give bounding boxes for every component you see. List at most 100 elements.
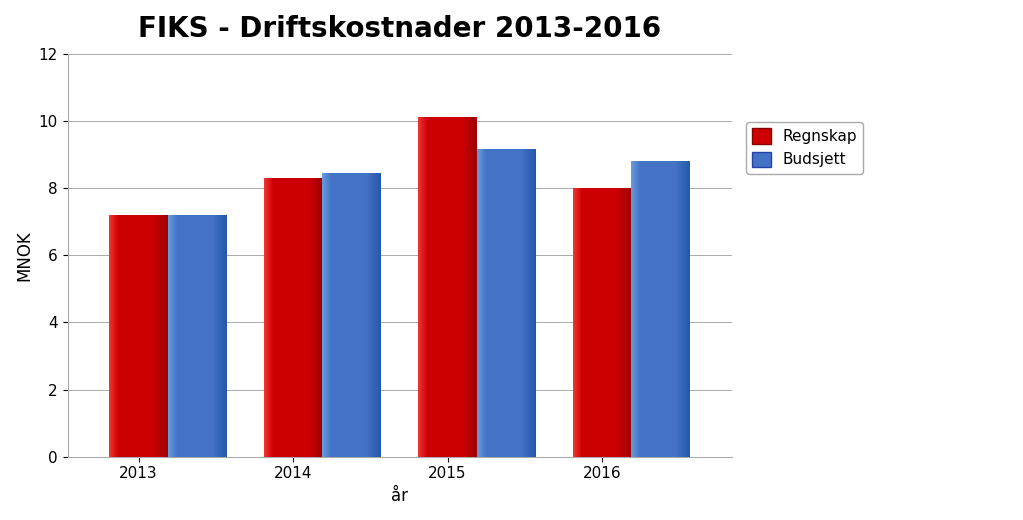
Bar	[271, 178, 273, 457]
Bar	[580, 188, 581, 457]
Bar	[353, 173, 354, 457]
Bar	[212, 215, 213, 457]
Bar	[134, 215, 135, 457]
Bar	[360, 173, 361, 457]
Bar	[472, 118, 474, 457]
Bar	[282, 178, 283, 457]
Bar	[576, 188, 577, 457]
Bar	[676, 161, 677, 457]
Bar	[451, 118, 452, 457]
Bar	[581, 188, 583, 457]
Bar	[335, 173, 336, 457]
Bar	[464, 118, 465, 457]
Bar	[117, 215, 119, 457]
Bar	[662, 161, 663, 457]
Bar	[585, 188, 586, 457]
Bar	[203, 215, 204, 457]
Bar	[647, 161, 648, 457]
Bar	[508, 149, 509, 457]
Bar	[578, 188, 579, 457]
Bar	[121, 215, 122, 457]
Bar	[172, 215, 173, 457]
Bar	[652, 161, 653, 457]
Bar	[475, 118, 476, 457]
Bar	[513, 149, 514, 457]
Bar	[533, 149, 534, 457]
Bar	[667, 161, 668, 457]
Bar	[524, 149, 525, 457]
Bar	[528, 149, 529, 457]
Bar	[672, 161, 673, 457]
Bar	[182, 215, 183, 457]
Bar	[292, 178, 293, 457]
Bar	[649, 161, 651, 457]
Bar	[357, 173, 358, 457]
Bar	[205, 215, 206, 457]
Bar	[599, 188, 601, 457]
Bar	[604, 188, 606, 457]
Bar	[288, 178, 290, 457]
Bar	[358, 173, 359, 457]
Bar	[270, 178, 271, 457]
Bar	[336, 173, 337, 457]
Bar	[487, 149, 488, 457]
Bar	[506, 149, 507, 457]
Bar	[359, 173, 360, 457]
Bar	[579, 188, 580, 457]
Bar	[679, 161, 680, 457]
Bar	[624, 188, 625, 457]
Bar	[601, 188, 602, 457]
Bar	[499, 149, 500, 457]
Bar	[680, 161, 681, 457]
Bar	[202, 215, 203, 457]
Bar	[309, 178, 310, 457]
Bar	[296, 178, 297, 457]
Bar	[435, 118, 436, 457]
Bar	[616, 188, 617, 457]
Bar	[617, 188, 618, 457]
Bar	[521, 149, 522, 457]
Bar	[660, 161, 661, 457]
Bar	[490, 149, 491, 457]
Bar	[155, 215, 157, 457]
Bar	[632, 161, 633, 457]
Bar	[614, 188, 615, 457]
Bar	[444, 118, 445, 457]
Bar	[597, 188, 598, 457]
Bar	[455, 118, 456, 457]
Bar	[633, 161, 634, 457]
Bar	[648, 161, 650, 457]
Bar	[654, 161, 655, 457]
Bar	[610, 188, 611, 457]
Bar	[603, 188, 605, 457]
Bar	[165, 215, 166, 457]
Bar	[515, 149, 517, 457]
Bar	[606, 188, 607, 457]
Bar	[650, 161, 651, 457]
Bar	[171, 215, 172, 457]
Bar	[590, 188, 591, 457]
Bar	[303, 178, 304, 457]
Bar	[623, 188, 624, 457]
Bar	[276, 178, 277, 457]
Bar	[619, 188, 620, 457]
Y-axis label: MNOK: MNOK	[15, 230, 33, 281]
Bar	[421, 118, 422, 457]
Bar	[319, 178, 320, 457]
Bar	[477, 149, 478, 457]
Bar	[459, 118, 460, 457]
Bar	[372, 173, 373, 457]
Bar	[369, 173, 370, 457]
Bar	[163, 215, 164, 457]
Bar	[643, 161, 644, 457]
Bar	[637, 161, 638, 457]
Bar	[365, 173, 366, 457]
Bar	[193, 215, 194, 457]
Bar	[338, 173, 340, 457]
Bar	[294, 178, 296, 457]
Bar	[447, 118, 449, 457]
Bar	[281, 178, 282, 457]
Bar	[158, 215, 159, 457]
Bar	[301, 178, 302, 457]
Bar	[644, 161, 646, 457]
